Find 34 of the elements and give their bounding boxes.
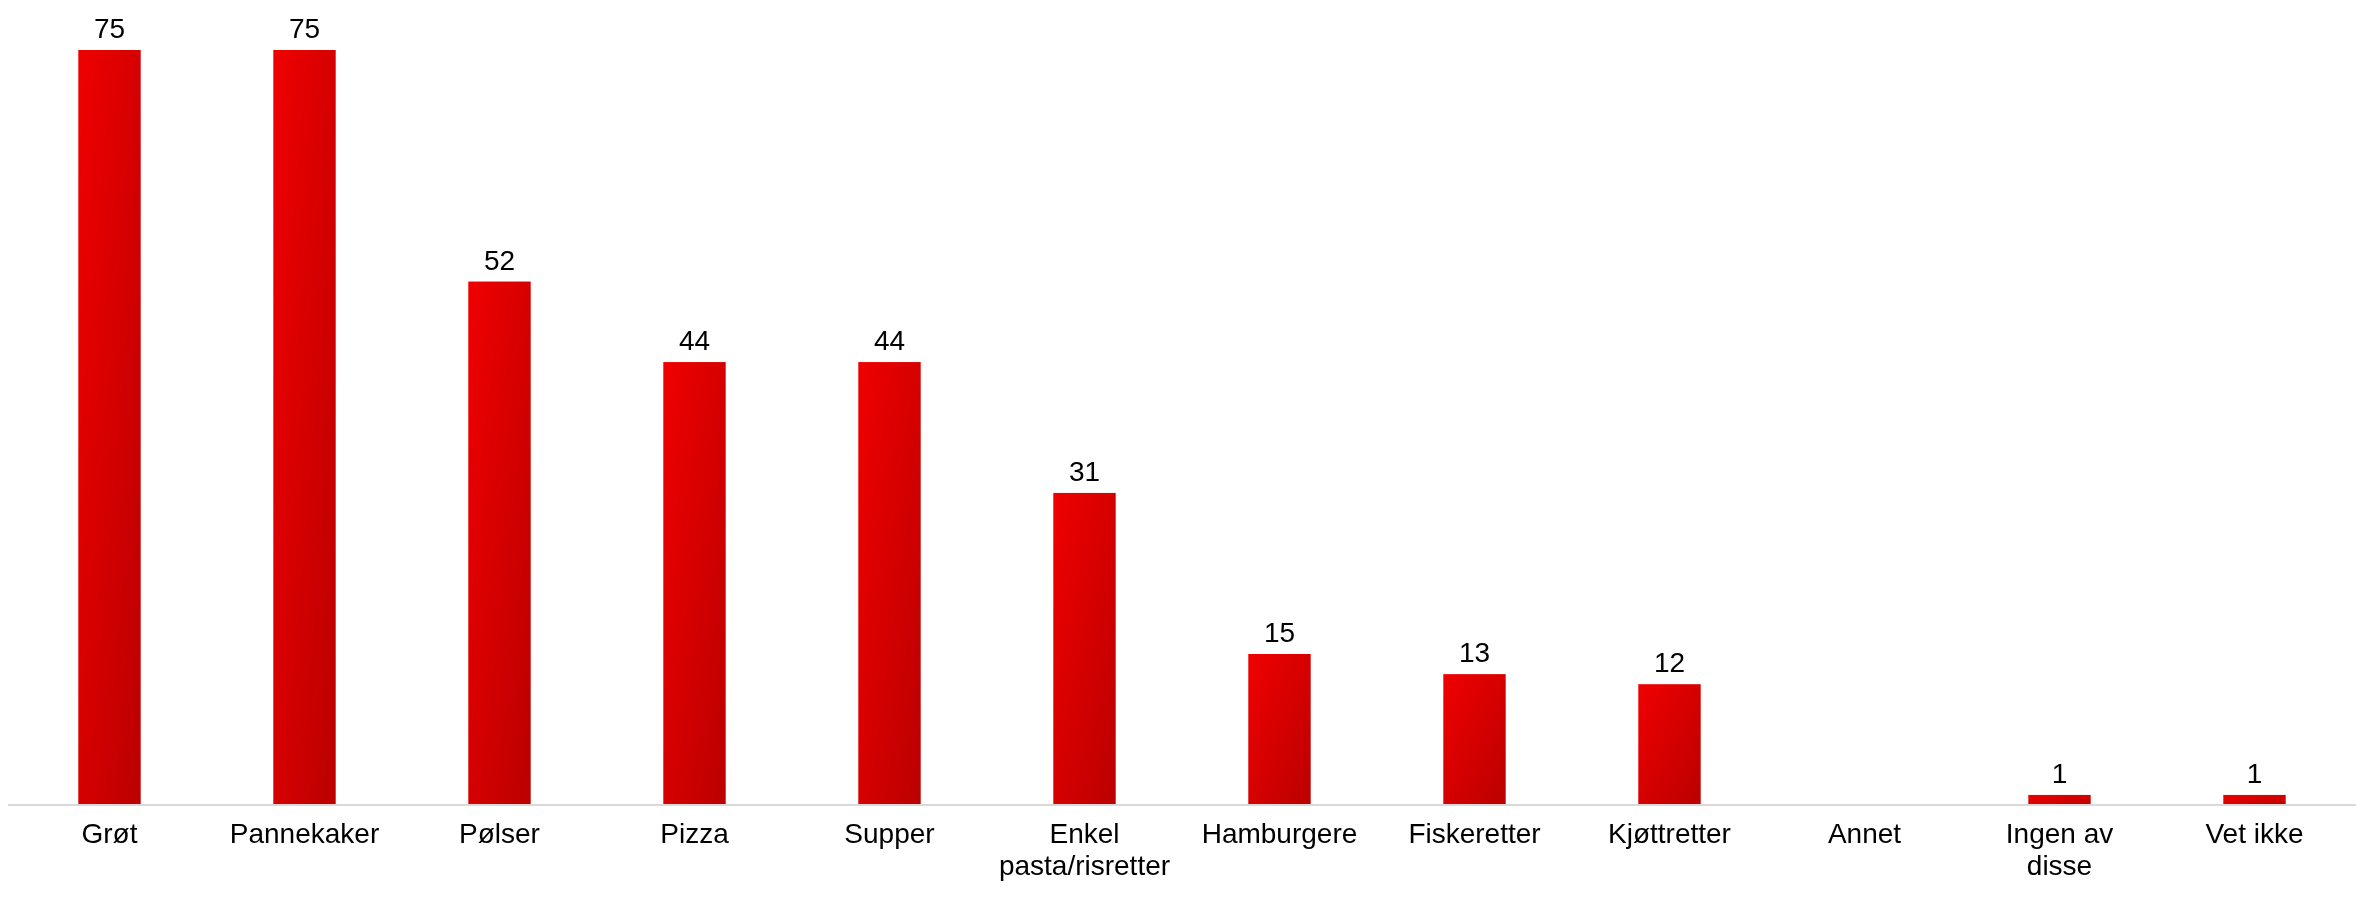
bar [2028,794,2091,805]
x-tick-label: Supper [844,818,935,849]
data-label: 15 [1263,617,1296,648]
data-label: 75 [288,13,321,44]
x-tick-label: Pizza [660,818,730,849]
x-tick-label: Grøt [81,818,138,849]
bar [858,362,921,805]
data-label: 44 [873,325,906,357]
x-tick-label: Annet [1827,818,1902,849]
data-label: 44 [678,325,711,357]
x-tick-label: Pannekaker [229,818,380,849]
data-label: 75 [93,13,126,44]
bar [1053,492,1116,805]
bar [1443,674,1506,805]
data-label: 12 [1653,647,1686,679]
x-tick-label: Vet ikke [2205,818,2304,849]
x-tick-label: Kjøttretter [1608,818,1731,849]
bar [78,50,141,805]
data-label: 52 [483,244,516,276]
data-label: 1 [2246,757,2263,789]
bar [1638,684,1701,805]
bar [1248,654,1311,805]
data-label: 1 [2051,757,2068,789]
bar [273,50,336,805]
x-tick-label: Pølser [459,818,540,849]
x-tick-label: Enkel pasta/risretter [998,818,1171,882]
data-label: 31 [1068,455,1101,487]
x-tick-label: Ingen av disse [2005,818,2114,882]
bar [2223,794,2286,805]
bar [468,281,531,805]
x-tick-label: Fiskeretter [1408,818,1541,849]
bar [663,362,726,805]
x-tick-label: Hamburgere [1201,818,1358,849]
data-label: 13 [1458,637,1491,669]
